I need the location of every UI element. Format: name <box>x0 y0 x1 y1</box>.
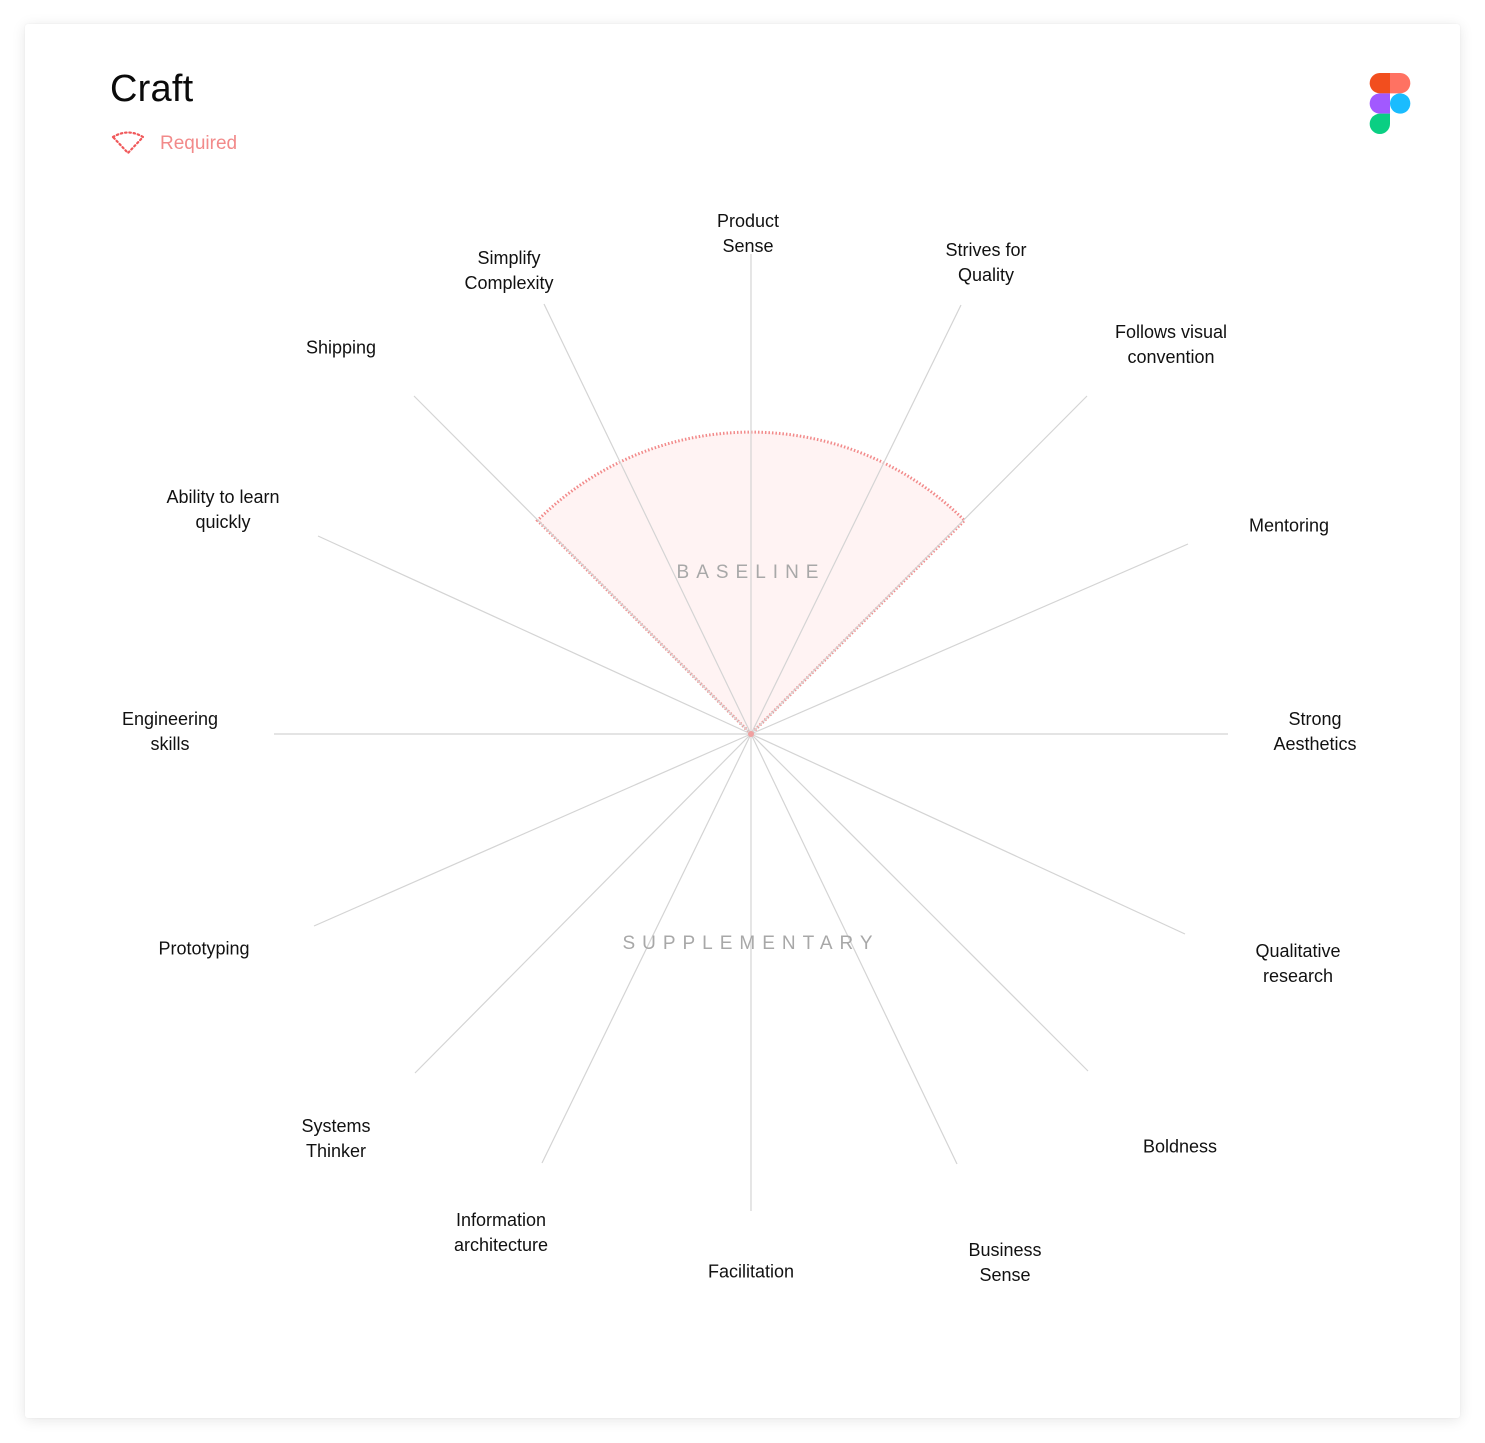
legend-required: Required <box>110 128 237 160</box>
skill-label: Engineering skills <box>121 709 219 754</box>
spoke-line <box>317 535 752 735</box>
skill-label: Simplify Complexity <box>464 248 554 293</box>
spoke-line <box>750 543 1189 735</box>
skill-label: Information architecture <box>453 1210 549 1255</box>
skill-label: Boldness <box>1142 1136 1218 1157</box>
center-dot <box>748 731 754 737</box>
skill-label: Product Sense <box>716 211 780 256</box>
figma-logo-icon <box>1369 73 1411 134</box>
spoke-line <box>414 733 752 1074</box>
skill-label: Business Sense <box>968 1240 1042 1285</box>
spoke-line <box>313 733 752 927</box>
page-title: Craft <box>110 68 194 110</box>
zone-supplementary-label: SUPPLEMENTARY <box>622 933 880 954</box>
spoke-line <box>750 304 962 735</box>
spoke-line <box>413 395 752 735</box>
skill-label: Strives for Quality <box>945 240 1027 285</box>
skill-label: Prototyping <box>158 938 250 959</box>
skill-label: Shipping <box>305 337 377 358</box>
skill-label: Mentoring <box>1248 515 1330 536</box>
spoke-line <box>750 733 1186 935</box>
skill-label: Strong Aesthetics <box>1273 709 1357 754</box>
spokes <box>274 254 1228 1211</box>
zone-baseline-label: BASELINE <box>676 562 826 583</box>
skill-label: Follows visual convention <box>1114 322 1228 367</box>
spoke-line <box>541 733 752 1164</box>
spoke-line <box>750 395 1088 735</box>
spoke-line <box>750 733 958 1165</box>
legend-label: Required <box>160 133 238 154</box>
spoke-line <box>750 733 1089 1072</box>
skill-label: Systems Thinker <box>301 1116 371 1161</box>
skill-label: Ability to learn quickly <box>166 487 280 532</box>
skill-label: Qualitative research <box>1255 941 1341 986</box>
skill-label: Facilitation <box>707 1261 795 1282</box>
spoke-line <box>543 303 752 735</box>
dotted-sector-icon <box>110 128 146 160</box>
